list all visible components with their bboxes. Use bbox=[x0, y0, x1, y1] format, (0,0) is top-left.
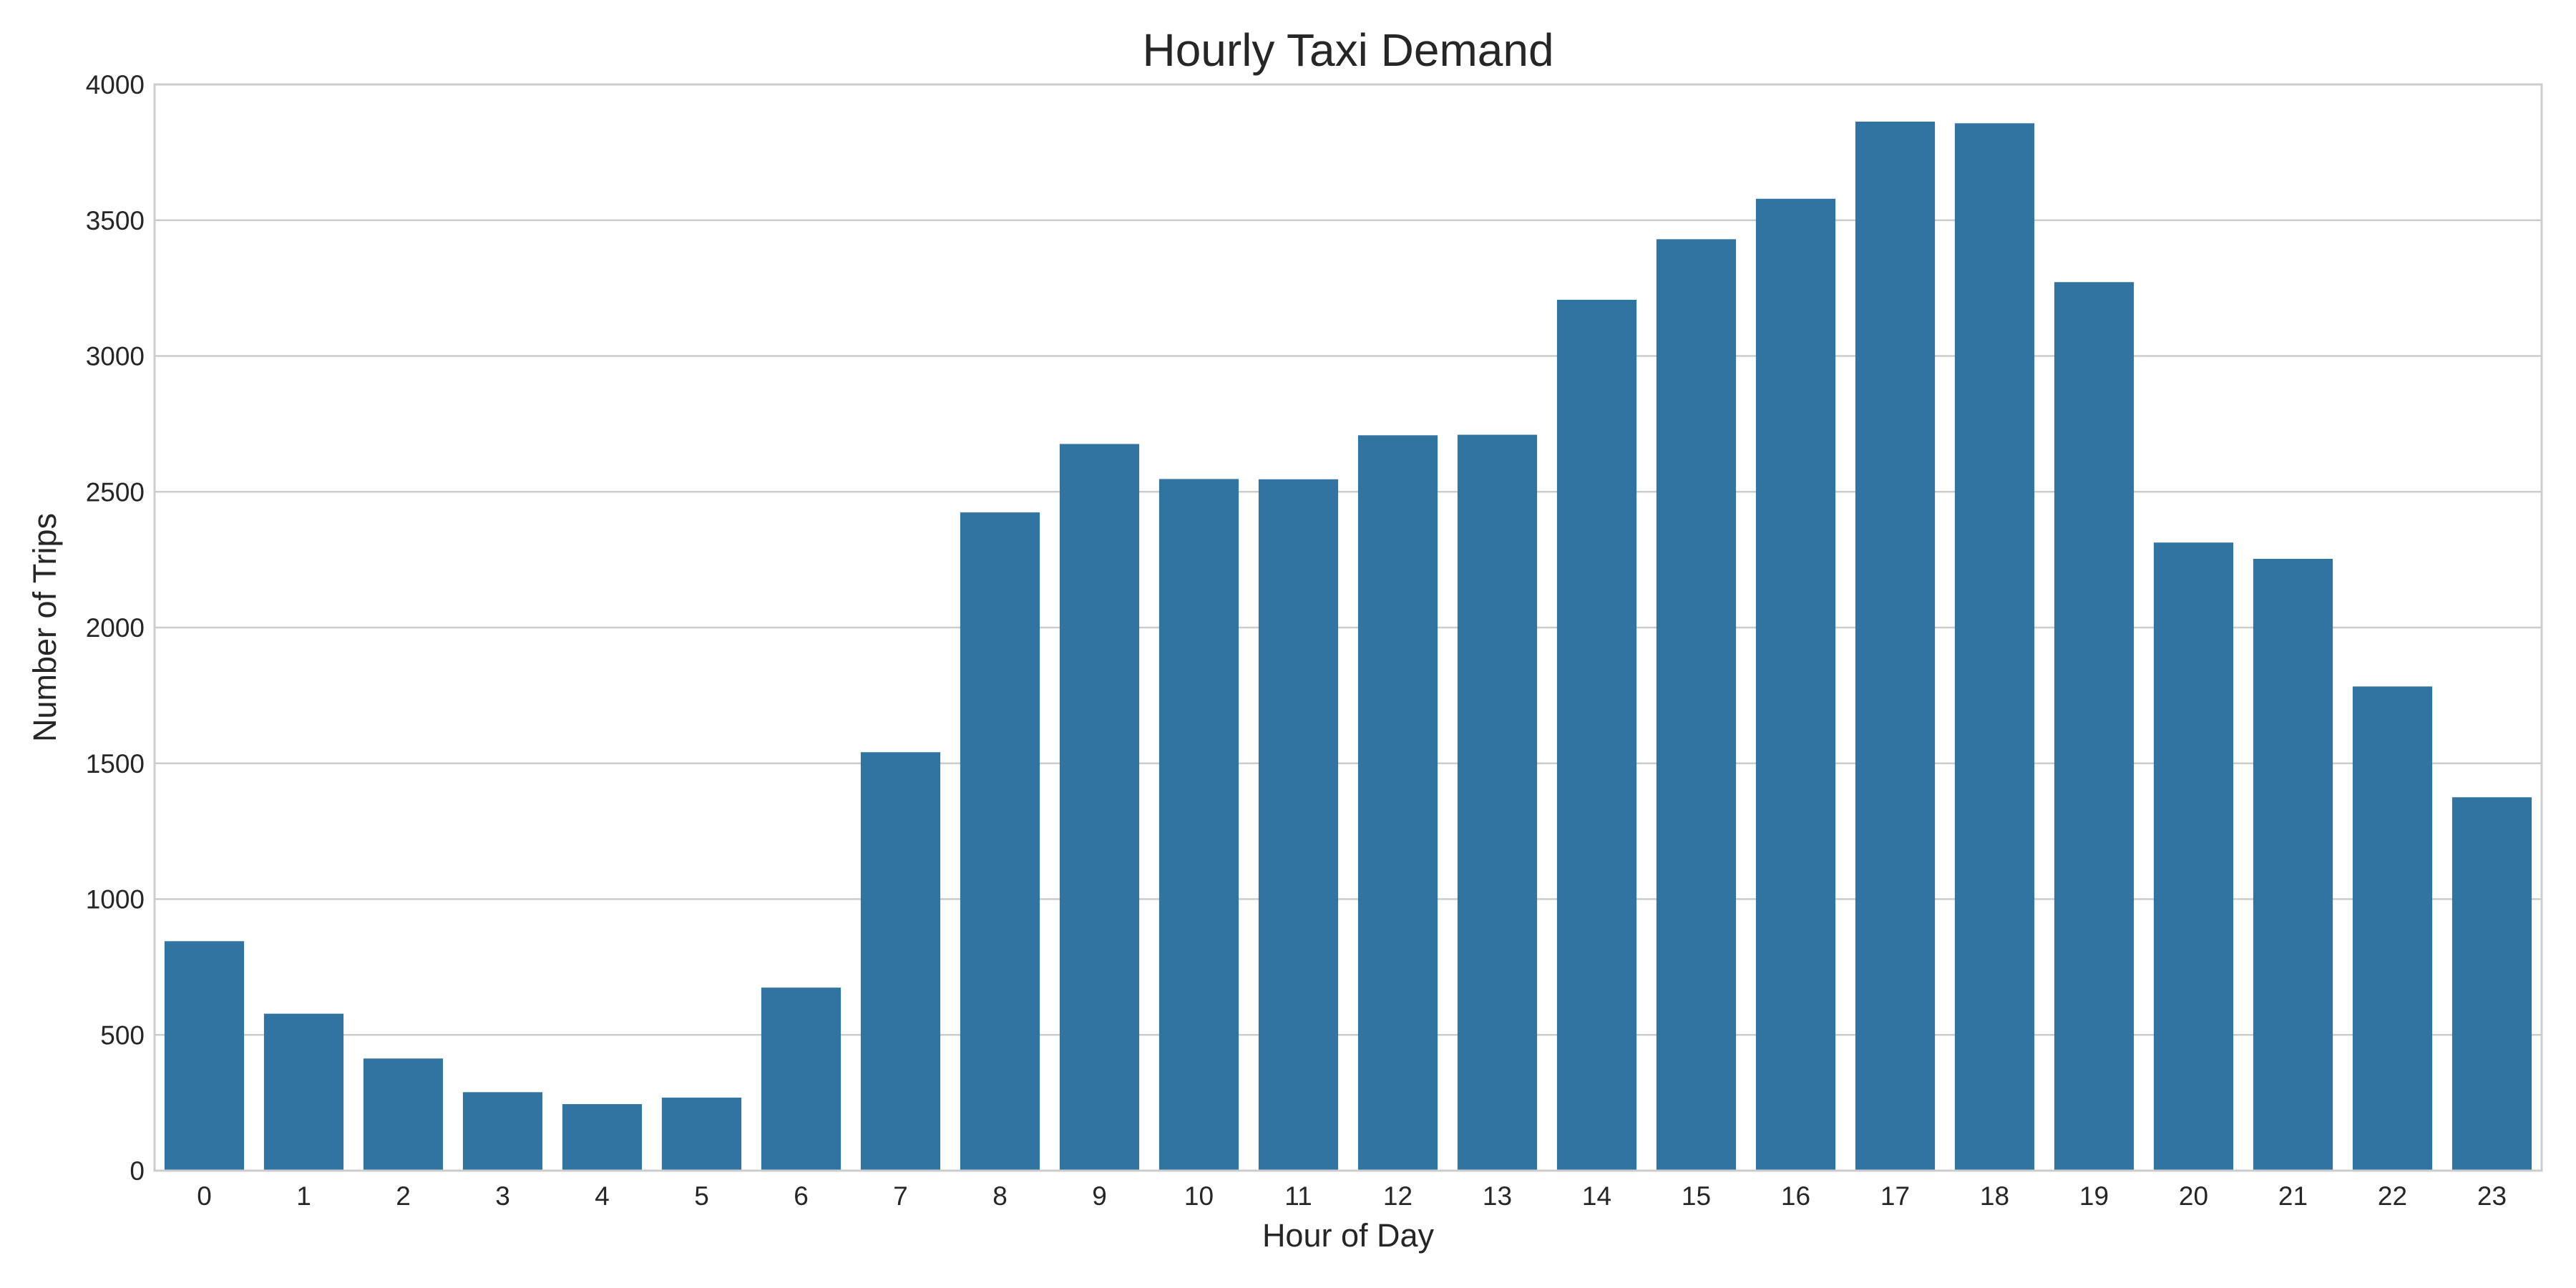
y-tick-label: 1500 bbox=[86, 749, 145, 779]
x-tick-label: 8 bbox=[992, 1181, 1008, 1211]
bar-hour-15 bbox=[1656, 239, 1737, 1171]
x-tick-label: 11 bbox=[1284, 1181, 1312, 1211]
x-tick-label: 16 bbox=[1781, 1181, 1810, 1211]
x-tick-label: 22 bbox=[2378, 1181, 2407, 1211]
bar-hour-23 bbox=[2451, 797, 2532, 1171]
x-tick-label: 21 bbox=[2278, 1181, 2308, 1211]
x-tick-label: 6 bbox=[794, 1181, 809, 1211]
bars bbox=[164, 121, 2532, 1171]
bar-hour-3 bbox=[462, 1092, 543, 1171]
x-tick-label: 5 bbox=[694, 1181, 709, 1211]
x-tick-label: 20 bbox=[2179, 1181, 2208, 1211]
bar-hour-21 bbox=[2253, 558, 2333, 1171]
bar-hour-22 bbox=[2352, 686, 2433, 1171]
bar-hour-0 bbox=[164, 941, 245, 1171]
y-tick-labels: 0 500 1000 1500 2000 2500 3000 3500 4000 bbox=[86, 70, 145, 1186]
x-tick-label: 19 bbox=[2079, 1181, 2109, 1211]
x-tick-label: 1 bbox=[296, 1181, 311, 1211]
y-tick-label: 2000 bbox=[86, 613, 145, 643]
bar-hour-12 bbox=[1357, 435, 1438, 1171]
bar-hour-13 bbox=[1457, 434, 1538, 1171]
x-tick-label: 18 bbox=[1980, 1181, 2009, 1211]
bar-hour-5 bbox=[661, 1097, 742, 1171]
y-tick-label: 4000 bbox=[86, 70, 145, 99]
bar-hour-6 bbox=[761, 987, 841, 1171]
plot-frame bbox=[153, 83, 2543, 1172]
bar-hour-8 bbox=[960, 512, 1040, 1171]
x-tick-labels: 0 1 2 3 4 5 6 7 8 9 10 11 12 13 14 15 16 17 18 19 20 21 22 23 bbox=[197, 1181, 2507, 1211]
x-tick-label: 9 bbox=[1092, 1181, 1107, 1211]
x-tick-label: 14 bbox=[1582, 1181, 1611, 1211]
bar-hour-14 bbox=[1556, 299, 1637, 1171]
x-tick-label: 12 bbox=[1383, 1181, 1413, 1211]
bar-hour-7 bbox=[860, 752, 941, 1171]
bar-hour-11 bbox=[1258, 479, 1339, 1171]
x-axis-label: Hour of Day bbox=[1262, 1217, 1435, 1254]
y-axis-label: Number of Trips bbox=[26, 513, 63, 742]
bar-hour-16 bbox=[1755, 198, 1836, 1171]
bar-hour-2 bbox=[363, 1058, 444, 1171]
x-tick-label: 2 bbox=[396, 1181, 411, 1211]
x-tick-label: 3 bbox=[495, 1181, 510, 1211]
x-tick-label: 17 bbox=[1880, 1181, 1910, 1211]
y-tick-label: 3500 bbox=[86, 206, 145, 235]
bar-hour-20 bbox=[2153, 542, 2234, 1171]
y-tick-label: 0 bbox=[130, 1156, 145, 1186]
bar-hour-9 bbox=[1059, 444, 1140, 1171]
bar-hour-10 bbox=[1158, 479, 1239, 1171]
y-tick-label: 1000 bbox=[86, 885, 145, 914]
chart-title: Hourly Taxi Demand bbox=[1142, 24, 1553, 76]
bar-hour-4 bbox=[562, 1104, 643, 1171]
x-tick-label: 7 bbox=[893, 1181, 908, 1211]
x-tick-label: 0 bbox=[197, 1181, 212, 1211]
x-tick-label: 10 bbox=[1184, 1181, 1214, 1211]
y-tick-label: 500 bbox=[100, 1020, 145, 1050]
x-tick-label: 4 bbox=[595, 1181, 610, 1211]
bar-hour-18 bbox=[1954, 123, 2035, 1171]
bar-hour-19 bbox=[2054, 282, 2135, 1171]
y-tick-label: 2500 bbox=[86, 477, 145, 507]
bar-hour-17 bbox=[1855, 121, 1936, 1171]
x-tick-label: 13 bbox=[1483, 1181, 1512, 1211]
y-tick-label: 3000 bbox=[86, 342, 145, 371]
bar-hour-1 bbox=[263, 1013, 344, 1171]
x-tick-label: 23 bbox=[2477, 1181, 2507, 1211]
x-tick-label: 15 bbox=[1682, 1181, 1711, 1211]
